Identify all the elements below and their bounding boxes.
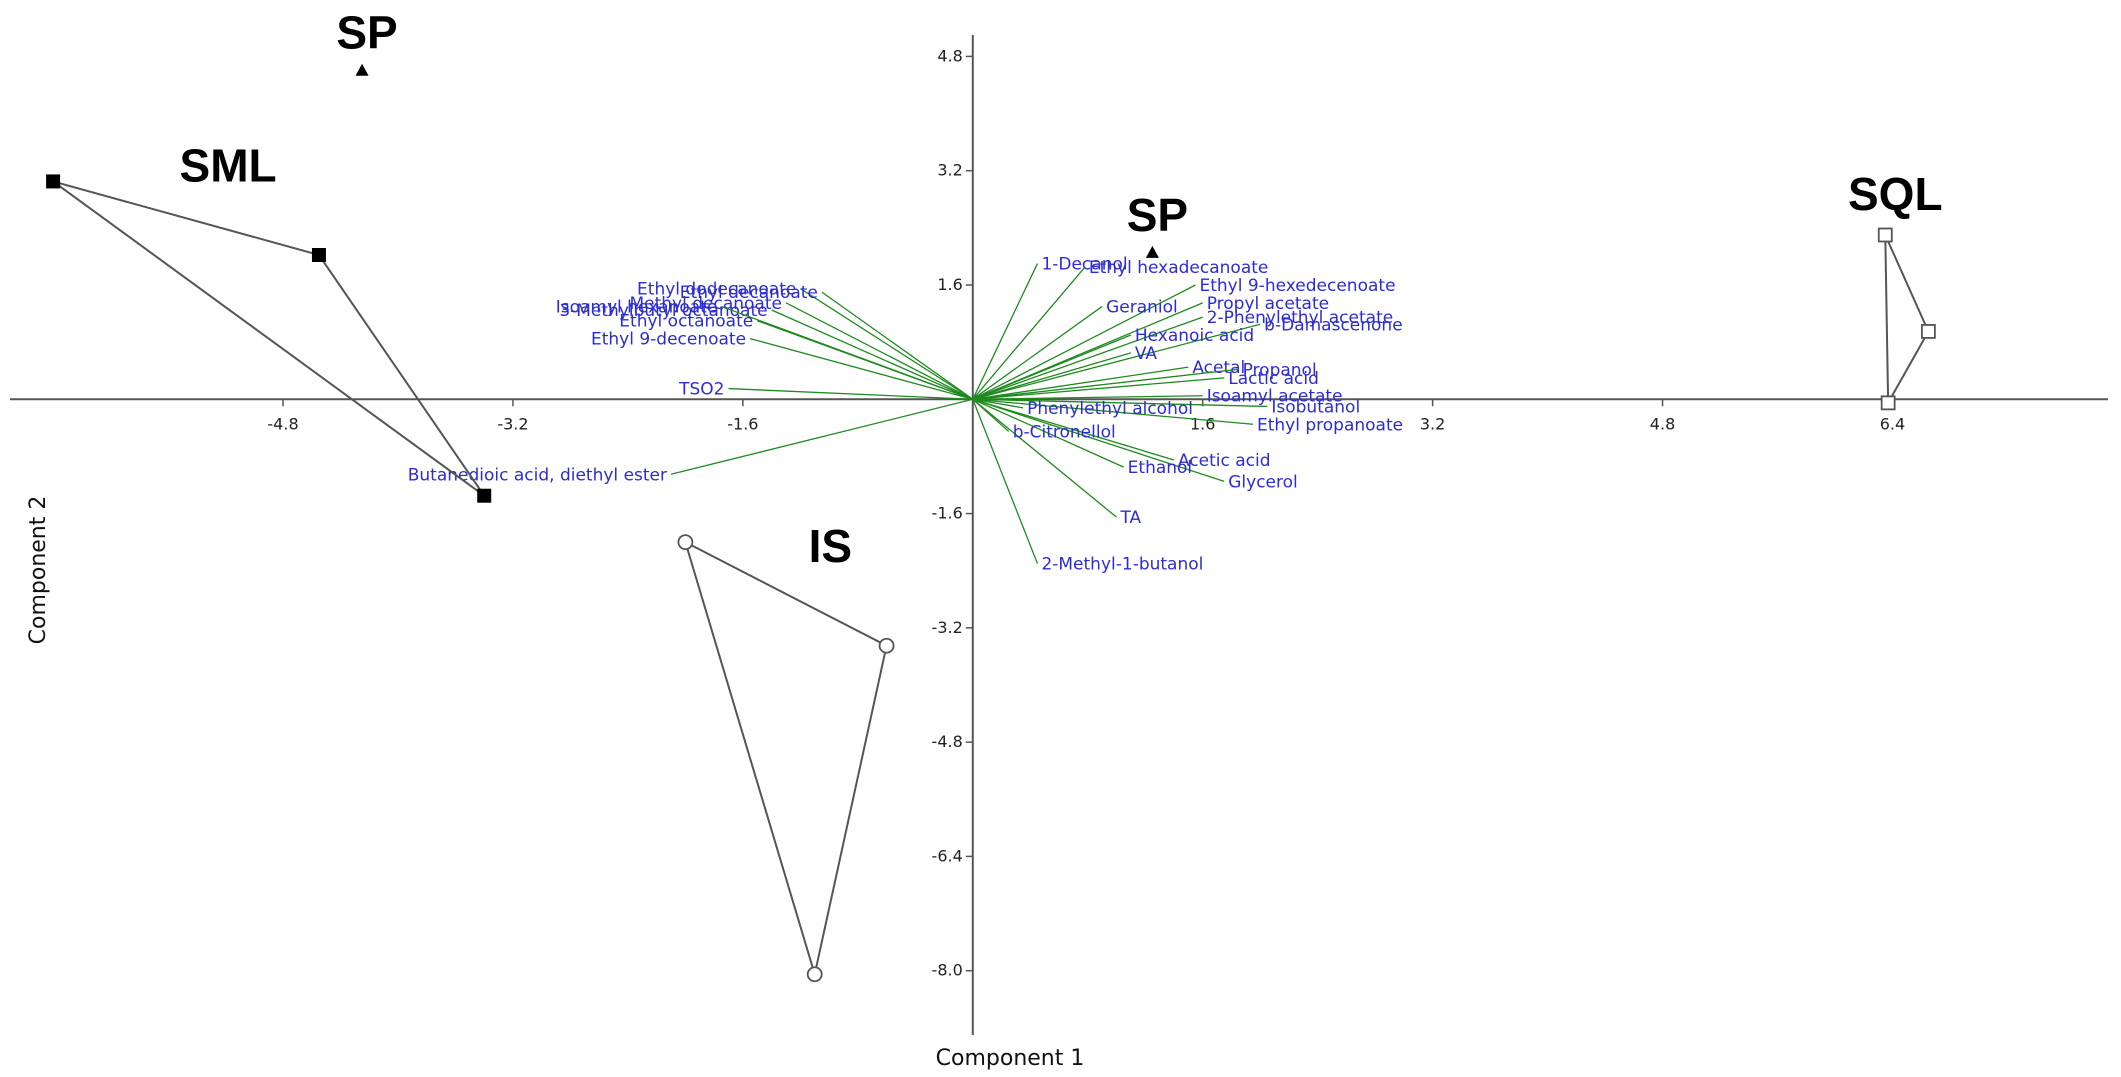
sample-marker-filled-square (46, 174, 61, 189)
y-tick-label: -1.6 (932, 504, 963, 523)
loading-label: Propanol (1243, 360, 1317, 380)
sample-marker-open-square (1920, 324, 1936, 339)
loading-vector (972, 398, 1225, 483)
loading-vector (670, 398, 973, 475)
loading-label: Ethanol (1128, 458, 1193, 478)
group-label-sml: SML (180, 139, 277, 191)
loading-vector (972, 395, 1203, 400)
y-axis-title: Component 2 (26, 496, 51, 645)
loading-label: Isoamyl acetate (1207, 387, 1343, 407)
x-tick-label: -1.6 (727, 414, 758, 433)
loading-label: Ethyl dodecanoate (637, 280, 796, 300)
loading-label: VA (1135, 344, 1158, 364)
group-hull (683, 540, 888, 979)
loading-label: Ethyl propanoate (1257, 415, 1403, 435)
y-tick-label: 4.8 (937, 46, 962, 65)
loading-vector (972, 398, 1010, 432)
loading-vector (749, 337, 973, 400)
x-tick-label: 1.6 (1190, 414, 1215, 433)
loading-label: TSO2 (678, 380, 724, 400)
loading-label: Methyl decanoate (629, 294, 782, 314)
loading-vector (972, 398, 1268, 408)
axes: -4.8 -3.2 -1.6 1.6 3.2 4.8 6.4 4.8 3.2 1.6 -1.6 -3.… (10, 35, 2108, 1035)
loading-label: TA (1119, 508, 1141, 528)
x-tick-label: -4.8 (267, 414, 298, 433)
loading-label: Isobutanol (1271, 397, 1360, 417)
group-label-sql: SQL (1848, 168, 1943, 220)
loading-vector (757, 320, 974, 400)
loading-label: Ethyl hexadecanoate (1089, 258, 1269, 278)
x-tick-label: 3.2 (1420, 414, 1445, 433)
sample-marker-open-square (1877, 227, 1893, 243)
y-tick-label: 3.2 (937, 161, 962, 180)
loading-label: Geraniol (1106, 297, 1178, 317)
sample-marker-open-square (1880, 395, 1896, 411)
loading-label: Phenylethyl alcohol (1027, 399, 1193, 419)
loading-label: Glycerol (1228, 472, 1298, 492)
loading-vector (972, 334, 1132, 400)
loading-label: 3-Methylbutyl octanoate (559, 301, 767, 321)
y-tick-label: -4.8 (932, 732, 963, 751)
loading-label: Acetic acid (1178, 451, 1271, 471)
loading-vector (972, 398, 1254, 425)
loading-label: Ethyl decanoate (680, 283, 818, 303)
group-label-is: IS (809, 520, 852, 572)
sample-marker-filled-triangle (1145, 245, 1159, 258)
loading-vector (799, 288, 974, 400)
loading-vector (972, 266, 1086, 400)
loading-vector (972, 323, 1261, 400)
loading-label: 1-Decanol (1041, 255, 1127, 275)
y-tick-label: -6.4 (932, 846, 963, 865)
sample-marker-filled-square (477, 488, 492, 503)
group-label-sp: SP (1127, 189, 1188, 241)
loading-label: Ethyl 9-decenoate (591, 330, 746, 350)
sample-marker-open-circle (806, 966, 823, 983)
x-axis-title: Component 1 (936, 1046, 1085, 1071)
loading-label: Ethyl octanoate (619, 312, 753, 332)
loading-label: Isoamyl hexanoate (556, 297, 718, 317)
loading-vector (972, 398, 1024, 409)
loading-vector (972, 398, 1175, 461)
loading-vector (972, 263, 1039, 400)
group-label-sp: SP (336, 7, 397, 59)
loading-vector (771, 309, 974, 400)
loading-label: Lactic acid (1228, 369, 1319, 389)
loading-vector (972, 398, 1124, 468)
group-hull (1884, 234, 1930, 407)
y-tick-label: -8.0 (932, 961, 963, 980)
sample-marker-filled-triangle (355, 63, 369, 76)
x-tick-label: 6.4 (1880, 414, 1905, 433)
loading-vector (972, 316, 1203, 400)
group-hull (52, 180, 486, 497)
loading-label: 2-Phenylethyl acetate (1207, 308, 1394, 328)
loading-label: b-Citronellol (1013, 422, 1116, 442)
y-tick-label: -3.2 (932, 618, 963, 637)
x-tick-label: -3.2 (497, 414, 528, 433)
loading-label: Hexanoic acid (1135, 326, 1254, 346)
sample-groups: SML SQL IS SP SP (46, 7, 1943, 983)
sample-marker-filled-square (311, 248, 326, 262)
loading-vector (785, 302, 974, 400)
sample-marker-open-circle (878, 637, 895, 654)
x-tick-label: 4.8 (1650, 414, 1675, 433)
loading-vector (728, 387, 973, 400)
loading-vector (972, 305, 1103, 400)
loading-vector (972, 368, 1239, 400)
loading-vector (972, 284, 1196, 400)
loading-vector (821, 291, 974, 400)
loading-vector (972, 399, 1039, 564)
loading-vector (972, 377, 1225, 400)
loading-label: 2-Methyl-1-butanol (1041, 555, 1203, 575)
sample-marker-open-circle (677, 534, 694, 551)
loading-vector (972, 352, 1132, 400)
loading-label: Propyl acetate (1207, 294, 1329, 314)
loading-vector (972, 398, 1117, 518)
loading-vector (972, 366, 1189, 400)
loading-label: Ethyl 9-hexedecenoate (1200, 276, 1396, 296)
loading-label: b-Damascenone (1264, 315, 1402, 335)
y-tick-label: 1.6 (937, 275, 962, 294)
